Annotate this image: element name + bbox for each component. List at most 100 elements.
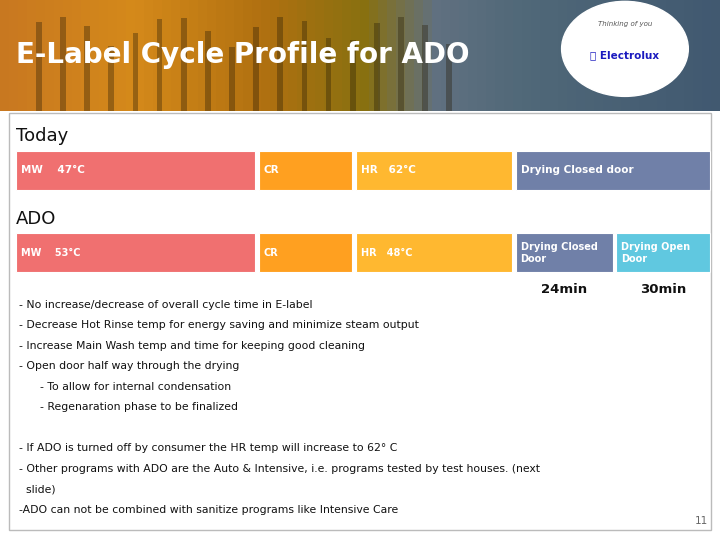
Bar <box>207 0 217 111</box>
Text: Drying Open
Door: Drying Open Door <box>621 242 690 264</box>
Bar <box>639 0 649 111</box>
Text: Today: Today <box>16 127 68 145</box>
Bar <box>90 0 101 111</box>
Bar <box>198 0 209 111</box>
Bar <box>135 0 145 111</box>
Bar <box>288 0 299 111</box>
Bar <box>117 0 127 111</box>
Bar <box>558 0 569 111</box>
Bar <box>387 0 397 111</box>
Bar <box>369 0 379 111</box>
Bar <box>234 0 245 111</box>
Bar <box>540 0 550 111</box>
Bar <box>27 0 37 111</box>
Bar <box>306 0 317 111</box>
Text: - If ADO is turned off by consumer the HR temp will increase to 62° C: - If ADO is turned off by consumer the H… <box>19 443 397 454</box>
Bar <box>621 0 631 111</box>
Bar <box>585 0 595 111</box>
Text: 11: 11 <box>695 516 708 526</box>
Text: ADO: ADO <box>16 210 56 228</box>
Bar <box>144 0 154 111</box>
Bar <box>603 0 613 111</box>
Bar <box>258 233 353 272</box>
Text: 24min: 24min <box>541 283 588 296</box>
Bar <box>36 22 42 111</box>
Text: CR: CR <box>264 248 279 258</box>
Bar <box>648 0 658 111</box>
Bar <box>18 0 29 111</box>
Bar <box>162 0 173 111</box>
Text: 30min: 30min <box>639 283 686 296</box>
Bar <box>711 0 720 111</box>
Bar <box>342 0 353 111</box>
Bar <box>109 45 114 111</box>
Bar <box>45 0 55 111</box>
Bar <box>63 0 73 111</box>
Bar <box>549 0 559 111</box>
Bar <box>612 0 622 111</box>
Bar <box>378 0 389 111</box>
Text: HR   62°C: HR 62°C <box>361 165 416 175</box>
Bar <box>324 0 334 111</box>
Text: - To allow for internal condensation: - To allow for internal condensation <box>19 382 231 392</box>
Bar <box>398 17 404 111</box>
Bar <box>180 0 190 111</box>
Bar <box>374 23 379 111</box>
Bar <box>356 151 512 190</box>
Bar <box>16 233 256 272</box>
Bar <box>516 233 613 272</box>
Bar <box>531 0 541 111</box>
Text: - No increase/decrease of overall cycle time in E-label: - No increase/decrease of overall cycle … <box>19 300 312 310</box>
Bar <box>270 0 281 111</box>
Bar <box>99 0 109 111</box>
Bar <box>16 151 256 190</box>
Bar <box>702 0 712 111</box>
Bar <box>189 0 199 111</box>
Bar <box>297 0 307 111</box>
Bar <box>422 25 428 111</box>
Bar <box>567 0 577 111</box>
Bar <box>252 0 262 111</box>
Bar <box>277 17 283 111</box>
Bar <box>333 0 343 111</box>
Bar <box>205 31 211 111</box>
Bar <box>684 0 694 111</box>
Text: - Regenaration phase to be finalized: - Regenaration phase to be finalized <box>19 402 238 413</box>
Bar <box>675 0 685 111</box>
Bar <box>258 151 353 190</box>
Bar <box>253 27 259 111</box>
Text: ⓧ Electrolux: ⓧ Electrolux <box>590 50 660 60</box>
Text: E-Label Cycle Profile for ADO: E-Label Cycle Profile for ADO <box>16 42 469 69</box>
Bar <box>216 0 226 111</box>
Bar <box>108 0 119 111</box>
Bar <box>414 0 424 111</box>
Bar <box>229 47 235 111</box>
Bar <box>243 0 253 111</box>
Bar <box>396 0 407 111</box>
Bar <box>181 18 186 111</box>
Bar <box>486 0 497 111</box>
Bar <box>36 0 46 111</box>
Bar <box>522 0 532 111</box>
Bar <box>423 0 433 111</box>
Bar <box>657 0 667 111</box>
Bar <box>60 17 66 111</box>
Bar <box>157 19 163 111</box>
Bar <box>81 0 91 111</box>
Bar <box>405 0 415 111</box>
Text: MW    47°C: MW 47°C <box>21 165 85 175</box>
Bar <box>356 233 512 272</box>
Bar <box>302 21 307 111</box>
Bar <box>360 0 370 111</box>
Bar <box>351 0 361 111</box>
Bar <box>0 0 11 111</box>
Bar <box>468 0 478 111</box>
Circle shape <box>562 2 688 96</box>
Text: CR: CR <box>264 165 279 175</box>
Text: -ADO can not be combined with sanitize programs like Intensive Care: -ADO can not be combined with sanitize p… <box>19 505 398 515</box>
Bar <box>72 0 82 111</box>
Text: slide): slide) <box>19 484 55 495</box>
Bar <box>666 0 677 111</box>
Bar <box>132 33 138 111</box>
Bar <box>153 0 163 111</box>
